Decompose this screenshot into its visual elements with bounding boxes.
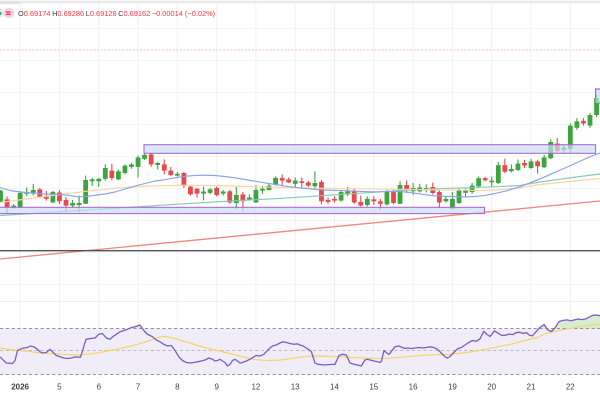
- svg-text:13: 13: [291, 383, 300, 392]
- svg-text:5: 5: [57, 383, 62, 392]
- svg-text:16: 16: [409, 383, 418, 392]
- svg-text:14: 14: [330, 383, 339, 392]
- svg-text:22: 22: [566, 383, 575, 392]
- svg-text:12: 12: [251, 383, 260, 392]
- svg-text:6: 6: [97, 383, 102, 392]
- svg-text:21: 21: [527, 383, 536, 392]
- svg-text:9: 9: [214, 383, 219, 392]
- svg-text:19: 19: [448, 383, 457, 392]
- svg-text:20: 20: [487, 383, 496, 392]
- svg-text:2026: 2026: [11, 383, 29, 392]
- svg-text:15: 15: [369, 383, 378, 392]
- svg-text:7: 7: [136, 383, 141, 392]
- svg-text:8: 8: [175, 383, 180, 392]
